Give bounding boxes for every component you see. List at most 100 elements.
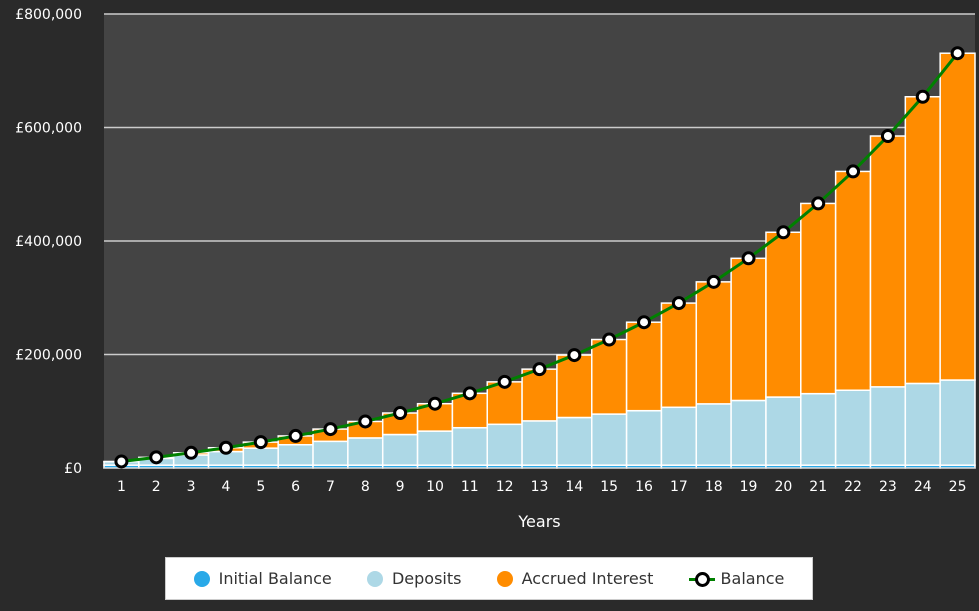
bar-deposits (416, 430, 454, 466)
legend-line-marker (688, 571, 715, 587)
x-tick-label: 3 (187, 479, 196, 495)
balance-point (184, 445, 199, 460)
legend-marker (193, 570, 210, 587)
x-tick-label: 6 (291, 479, 300, 495)
legend-item-accrued-interest[interactable]: Accrued Interest (496, 569, 654, 588)
x-tick-label: 16 (635, 479, 653, 495)
x-tick-label: 2 (152, 479, 161, 495)
bar-accrued-interest (625, 321, 663, 412)
x-tick-label: 20 (774, 479, 792, 495)
balance-point (776, 225, 791, 240)
bar-deposits (904, 382, 941, 466)
balance-point (288, 428, 303, 443)
balance-point (602, 332, 617, 347)
x-tick-label: 24 (914, 479, 932, 495)
x-tick-label: 15 (600, 479, 618, 495)
balance-point (915, 89, 930, 104)
balance-point (880, 129, 895, 144)
bar-accrued-interest (765, 231, 802, 398)
bar-accrued-interest (800, 202, 837, 395)
bar-deposits (556, 416, 593, 466)
x-tick-label: 9 (396, 479, 405, 495)
bar-deposits (347, 437, 384, 466)
bar-deposits (591, 413, 628, 466)
bar-deposits (660, 406, 698, 466)
x-tick-label: 19 (740, 479, 758, 495)
y-tick-label: £200,000 (15, 348, 82, 364)
bar-accrued-interest (695, 281, 732, 405)
bar-deposits (695, 403, 732, 466)
x-tick-label: 7 (326, 479, 335, 495)
x-tick-label: 22 (844, 479, 862, 495)
legend-item-initial-balance[interactable]: Initial Balance (193, 569, 332, 588)
bar-deposits (939, 379, 976, 466)
bar-deposits (242, 447, 279, 466)
bar-accrued-interest (591, 338, 628, 415)
balance-point (567, 348, 582, 363)
balance-point (671, 296, 686, 311)
bar-accrued-interest (730, 257, 767, 402)
bar-deposits (765, 396, 802, 466)
bar-deposits (312, 440, 349, 466)
balance-point (149, 450, 164, 465)
bar-deposits (730, 399, 767, 466)
legend: Initial Balance Deposits Accrued Interes… (165, 557, 813, 600)
balance-point (218, 440, 233, 455)
balance-point (427, 396, 442, 411)
bar-accrued-interest (486, 381, 523, 426)
bar-deposits (521, 420, 558, 466)
x-tick-label: 23 (879, 479, 897, 495)
y-tick-label: £0 (64, 461, 82, 477)
balance-point (497, 374, 512, 389)
balance-point (706, 274, 721, 289)
bar-accrued-interest (939, 52, 976, 381)
x-tick-label: 10 (426, 479, 444, 495)
legend-label: Initial Balance (218, 569, 332, 588)
x-tick-label: 14 (565, 479, 583, 495)
balance-point (741, 251, 756, 266)
bar-deposits (834, 389, 872, 466)
balance-point (114, 454, 129, 469)
bar-accrued-interest (904, 95, 941, 385)
x-tick-label: 5 (256, 479, 265, 495)
x-tick-label: 1 (117, 479, 126, 495)
balance-point (811, 196, 826, 211)
legend-label: Balance (720, 569, 785, 588)
balance-point (393, 406, 408, 421)
bar-accrued-interest (660, 302, 698, 409)
x-tick-label: 18 (705, 479, 723, 495)
legend-item-balance[interactable]: Balance (688, 569, 785, 588)
bar-accrued-interest (834, 170, 872, 392)
balance-point (637, 315, 652, 330)
legend-item-deposits[interactable]: Deposits (366, 569, 462, 588)
legend-marker (496, 570, 513, 587)
balance-point (462, 386, 477, 401)
bar-deposits (451, 426, 488, 466)
bar-accrued-interest (556, 354, 593, 419)
legend-marker (366, 570, 383, 587)
x-tick-label: 4 (221, 479, 230, 495)
legend-label: Accrued Interest (521, 569, 654, 588)
bar-deposits (486, 423, 523, 466)
balance-point (358, 414, 373, 429)
y-tick-label: £800,000 (15, 7, 82, 23)
x-tick-label: 13 (531, 479, 549, 495)
balance-point (846, 164, 861, 179)
x-tick-label: 12 (496, 479, 514, 495)
bar-deposits (381, 433, 419, 466)
x-tick-label: 25 (949, 479, 967, 495)
balance-point (323, 422, 338, 437)
balance-point (253, 435, 268, 450)
x-tick-label: 21 (809, 479, 827, 495)
balance-point (950, 46, 965, 61)
x-tick-label: 11 (461, 479, 479, 495)
legend-label: Deposits (391, 569, 462, 588)
y-tick-label: £400,000 (15, 234, 82, 250)
bar-deposits (869, 386, 907, 466)
x-axis-title: Years (517, 512, 560, 531)
bar-accrued-interest (521, 368, 558, 422)
bar-deposits (800, 392, 837, 466)
bar-deposits (625, 409, 663, 466)
y-tick-label: £600,000 (15, 121, 82, 137)
